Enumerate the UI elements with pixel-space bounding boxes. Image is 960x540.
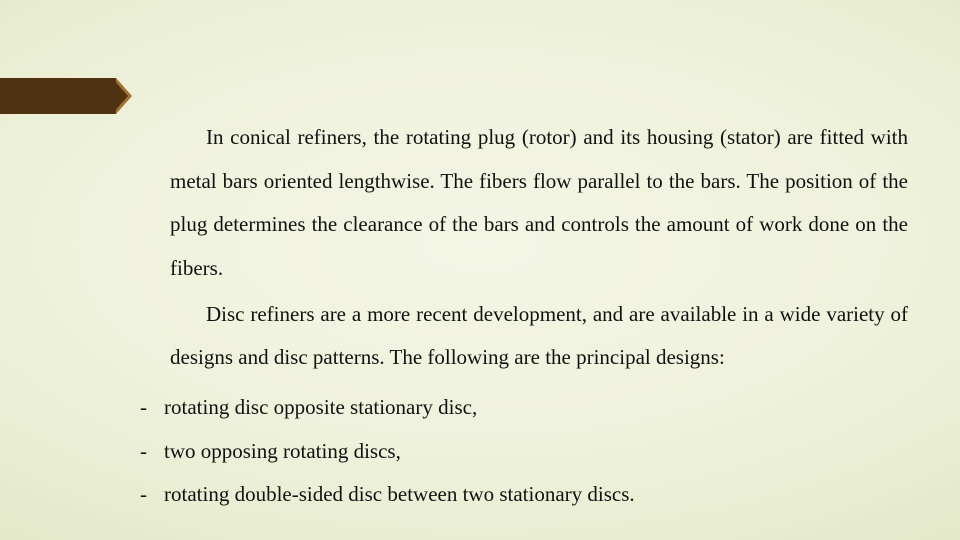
bullet-text-2: two opposing rotating discs, — [164, 430, 916, 474]
ribbon-chevron-dark — [112, 78, 128, 114]
ribbon-bar — [0, 78, 116, 114]
bullet-marker: - — [136, 473, 164, 517]
bullet-text-1: rotating disc opposite stationary disc, — [164, 386, 916, 430]
paragraph-2: Disc refiners are a more recent developm… — [170, 293, 908, 380]
paragraph-1: In conical refiners, the rotating plug (… — [170, 116, 908, 291]
body-text-block: In conical refiners, the rotating plug (… — [170, 116, 908, 382]
bullet-marker: - — [136, 430, 164, 474]
bullet-marker: - — [136, 386, 164, 430]
list-item: - rotating double-sided disc between two… — [136, 473, 916, 517]
decorative-ribbon — [0, 78, 132, 114]
list-item: - two opposing rotating discs, — [136, 430, 916, 474]
bullet-text-3: rotating double-sided disc between two s… — [164, 473, 916, 517]
bullet-list: - rotating disc opposite stationary disc… — [136, 386, 916, 517]
list-item: - rotating disc opposite stationary disc… — [136, 386, 916, 430]
